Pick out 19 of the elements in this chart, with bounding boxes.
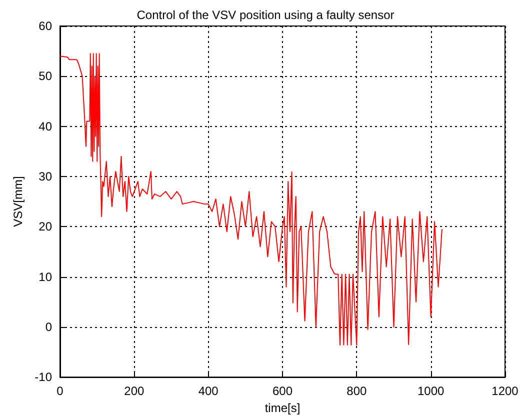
x-axis-title: time[s]: [264, 401, 300, 415]
y-axis-title: VSV[mm]: [10, 176, 25, 227]
x-tick-label: 1000: [417, 384, 445, 398]
y-tick-label: 60: [38, 19, 52, 33]
x-tick-label: 1200: [492, 384, 519, 398]
y-tick-label: 50: [38, 69, 52, 84]
y-tick-label: 30: [38, 169, 52, 184]
x-tick-label: 200: [124, 384, 144, 398]
y-tick-label: 0: [45, 320, 52, 334]
x-tick-label: 800: [346, 384, 367, 398]
x-tick-label: 600: [272, 384, 293, 398]
y-tick-label: 10: [38, 270, 52, 284]
line-series: [60, 53, 442, 346]
y-tick-label: 20: [38, 220, 52, 234]
x-tick-label: 0: [56, 384, 64, 398]
y-tick-label: 40: [38, 119, 52, 134]
chart-title: Control of the VSV position using a faulty sensor: [136, 8, 394, 22]
x-tick-label: 400: [198, 384, 219, 398]
y-tick-label: -10: [34, 370, 52, 384]
